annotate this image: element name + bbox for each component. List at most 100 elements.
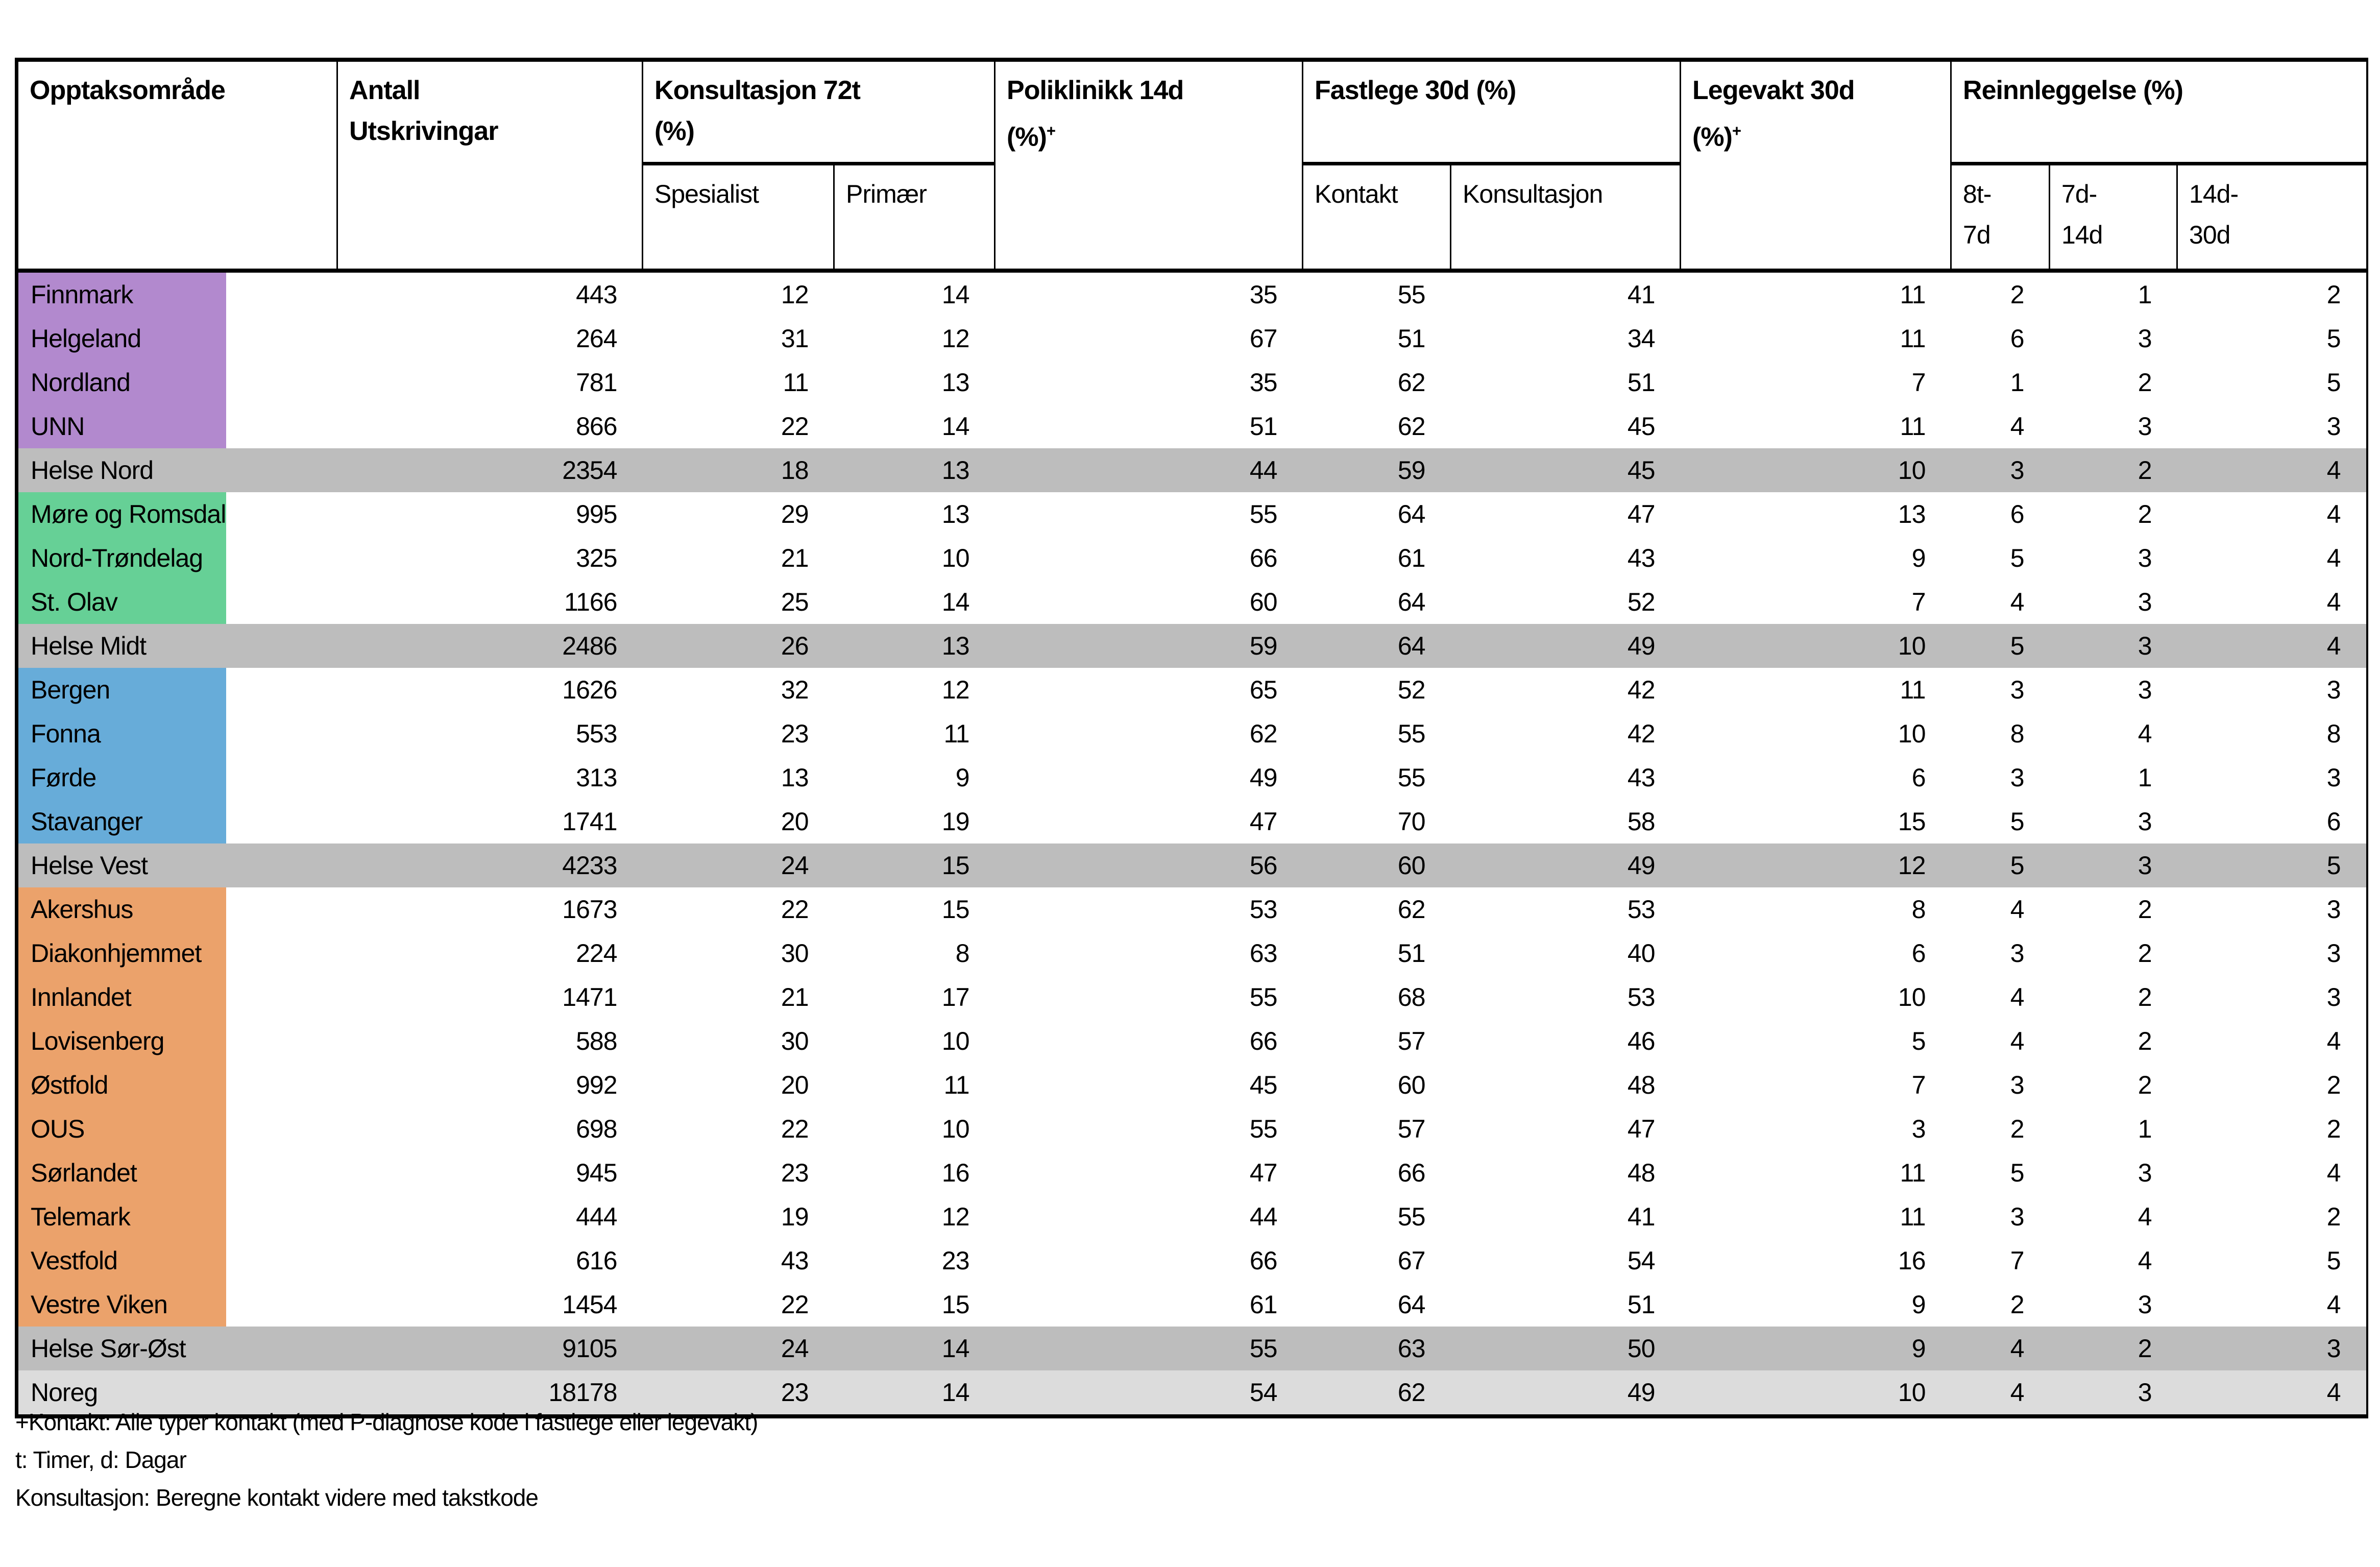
- value-cell-konsultasjon-primaer: 13: [834, 448, 995, 492]
- value-cell-reinnleggelse-8t-7d: 5: [1951, 624, 2050, 668]
- value-cell-reinnleggelse-8t-7d: 6: [1951, 317, 2050, 360]
- value-cell-antall-utskrivingar: 992: [337, 1063, 643, 1107]
- value-cell-reinnleggelse-14d-30d: 3: [2177, 975, 2367, 1019]
- region-row: Finnmark 443 12 14 35 55 41 11 2 1 2: [16, 271, 2367, 317]
- value-cell-fastlege-kontakt: 70: [1302, 800, 1451, 843]
- region-row: Stavanger 1741 20 19 47 70 58 15 5 3 6: [16, 800, 2367, 843]
- value-cell-legevakt-30d: 8: [1680, 887, 1951, 931]
- subcol-header-konsultasjon: Konsultasjon: [1450, 163, 1682, 273]
- value-cell-fastlege-konsultasjon: 49: [1450, 843, 1681, 887]
- value-cell-konsultasjon-primaer: 14: [834, 271, 995, 317]
- value-cell-reinnleggelse-7d-14d: 3: [2049, 843, 2177, 887]
- value-cell-antall-utskrivingar: 313: [337, 756, 643, 800]
- value-cell-reinnleggelse-7d-14d: 2: [2049, 1063, 2177, 1107]
- value-cell-fastlege-konsultasjon: 58: [1450, 800, 1681, 843]
- value-cell-konsultasjon-primaer: 13: [834, 360, 995, 404]
- region-name-cell: Østfold: [16, 1063, 226, 1107]
- value-cell-reinnleggelse-8t-7d: 3: [1951, 448, 2050, 492]
- spacer-cell: [226, 843, 337, 887]
- value-cell-antall-utskrivingar: 2354: [337, 448, 643, 492]
- region-name-cell: Førde: [16, 756, 226, 800]
- region-row: Møre og Romsdal 995 29 13 55 64 47 13 6 2 4: [16, 492, 2367, 536]
- value-cell-poliklinikk-14d: 67: [994, 317, 1303, 360]
- value-cell-reinnleggelse-14d-30d: 3: [2177, 887, 2367, 931]
- value-cell-fastlege-kontakt: 64: [1302, 492, 1451, 536]
- value-cell-poliklinikk-14d: 53: [994, 887, 1303, 931]
- value-cell-antall-utskrivingar: 443: [337, 271, 643, 317]
- value-cell-reinnleggelse-7d-14d: 4: [2049, 712, 2177, 756]
- value-cell-legevakt-30d: 11: [1680, 404, 1951, 448]
- spacer-cell: [226, 492, 337, 536]
- value-cell-konsultasjon-spesialist: 32: [642, 668, 834, 712]
- value-cell-antall-utskrivingar: 1454: [337, 1283, 643, 1327]
- value-cell-reinnleggelse-14d-30d: 2: [2177, 1063, 2367, 1107]
- col-header-poliklinikk-line1: Poliklinikk 14d: [1007, 76, 1184, 105]
- value-cell-antall-utskrivingar: 995: [337, 492, 643, 536]
- value-cell-konsultasjon-spesialist: 24: [642, 843, 834, 887]
- value-cell-konsultasjon-primaer: 15: [834, 887, 995, 931]
- value-cell-konsultasjon-spesialist: 43: [642, 1239, 834, 1283]
- value-cell-konsultasjon-spesialist: 19: [642, 1195, 834, 1239]
- value-cell-fastlege-kontakt: 64: [1302, 1283, 1451, 1327]
- value-cell-fastlege-konsultasjon: 45: [1450, 448, 1681, 492]
- value-cell-reinnleggelse-14d-30d: 4: [2177, 624, 2367, 668]
- value-cell-poliklinikk-14d: 63: [994, 931, 1303, 975]
- value-cell-poliklinikk-14d: 44: [994, 1195, 1303, 1239]
- spacer-cell: [226, 271, 337, 317]
- col-header-legevakt-30d: Legevakt 30d (%)+: [1680, 59, 1952, 273]
- value-cell-reinnleggelse-14d-30d: 6: [2177, 800, 2367, 843]
- value-cell-fastlege-kontakt: 57: [1302, 1107, 1451, 1151]
- value-cell-konsultasjon-primaer: 17: [834, 975, 995, 1019]
- value-cell-reinnleggelse-7d-14d: 3: [2049, 1283, 2177, 1327]
- value-cell-legevakt-30d: 16: [1680, 1239, 1951, 1283]
- spacer-cell: [226, 1283, 337, 1327]
- value-cell-antall-utskrivingar: 9105: [337, 1327, 643, 1370]
- value-cell-reinnleggelse-7d-14d: 3: [2049, 624, 2177, 668]
- value-cell-reinnleggelse-8t-7d: 4: [1951, 1327, 2050, 1370]
- group-header-konsultasjon-72t: Konsultasjon 72t (%): [642, 59, 996, 165]
- spacer-cell: [226, 756, 337, 800]
- region-name-cell: Noreg: [16, 1370, 226, 1416]
- value-cell-fastlege-kontakt: 62: [1302, 404, 1451, 448]
- value-cell-fastlege-konsultasjon: 47: [1450, 1107, 1681, 1151]
- region-name-cell: OUS: [16, 1107, 226, 1151]
- value-cell-reinnleggelse-7d-14d: 2: [2049, 931, 2177, 975]
- table-body: Finnmark 443 12 14 35 55 41 11 2 1 2 Helgeland 264 31…: [16, 271, 2367, 1416]
- region-row: St. Olav 1166 25 14 60 64 52 7 4 3 4: [16, 580, 2367, 624]
- value-cell-legevakt-30d: 7: [1680, 580, 1951, 624]
- value-cell-fastlege-konsultasjon: 42: [1450, 668, 1681, 712]
- legevakt-footnote-marker: +: [1732, 122, 1742, 140]
- region-row: Akershus 1673 22 15 53 62 53 8 4 2 3: [16, 887, 2367, 931]
- region-name-cell: UNN: [16, 404, 226, 448]
- spacer-cell: [226, 448, 337, 492]
- value-cell-konsultasjon-spesialist: 21: [642, 975, 834, 1019]
- value-cell-poliklinikk-14d: 66: [994, 536, 1303, 580]
- value-cell-legevakt-30d: 15: [1680, 800, 1951, 843]
- value-cell-poliklinikk-14d: 35: [994, 360, 1303, 404]
- value-cell-konsultasjon-primaer: 19: [834, 800, 995, 843]
- value-cell-poliklinikk-14d: 47: [994, 800, 1303, 843]
- spacer-cell: [226, 931, 337, 975]
- value-cell-legevakt-30d: 10: [1680, 1370, 1951, 1416]
- col-header-poliklinikk-14d: Poliklinikk 14d (%)+: [994, 59, 1304, 273]
- region-name-cell: Innlandet: [16, 975, 226, 1019]
- value-cell-reinnleggelse-14d-30d: 4: [2177, 580, 2367, 624]
- spacer-cell: [226, 975, 337, 1019]
- value-cell-reinnleggelse-8t-7d: 4: [1951, 1019, 2050, 1063]
- value-cell-poliklinikk-14d: 55: [994, 1107, 1303, 1151]
- region-name-cell: Bergen: [16, 668, 226, 712]
- value-cell-fastlege-kontakt: 60: [1302, 843, 1451, 887]
- value-cell-fastlege-konsultasjon: 45: [1450, 404, 1681, 448]
- value-cell-konsultasjon-spesialist: 11: [642, 360, 834, 404]
- value-cell-poliklinikk-14d: 44: [994, 448, 1303, 492]
- spacer-cell: [226, 1063, 337, 1107]
- value-cell-antall-utskrivingar: 264: [337, 317, 643, 360]
- value-cell-poliklinikk-14d: 54: [994, 1370, 1303, 1416]
- value-cell-legevakt-30d: 10: [1680, 712, 1951, 756]
- value-cell-reinnleggelse-14d-30d: 4: [2177, 1019, 2367, 1063]
- value-cell-reinnleggelse-7d-14d: 3: [2049, 668, 2177, 712]
- region-row: Nordland 781 11 13 35 62 51 7 1 2 5: [16, 360, 2367, 404]
- value-cell-poliklinikk-14d: 66: [994, 1239, 1303, 1283]
- value-cell-reinnleggelse-14d-30d: 2: [2177, 1107, 2367, 1151]
- col-header-legevakt-line1: Legevakt 30d: [1692, 76, 1855, 105]
